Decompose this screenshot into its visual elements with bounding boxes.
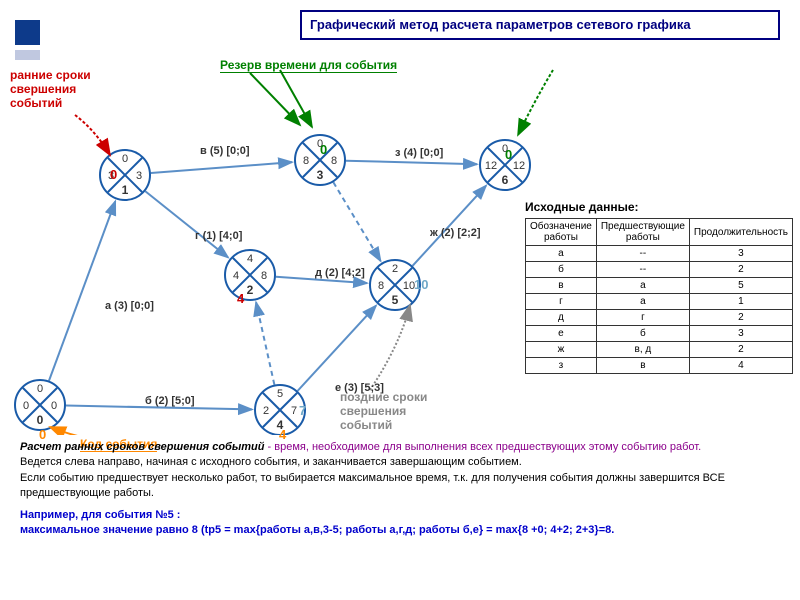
svg-text:2: 2 bbox=[392, 263, 398, 275]
edge-0-1 bbox=[49, 201, 115, 380]
highlight-value: 0 bbox=[505, 147, 512, 162]
table-title: Исходные данные: bbox=[525, 200, 785, 214]
node-0: 0 0 0 0 bbox=[15, 380, 65, 430]
edge-5-6 bbox=[413, 186, 487, 266]
table-row: б--2 bbox=[526, 262, 793, 278]
svg-text:0: 0 bbox=[122, 153, 128, 165]
table-row: зв4 bbox=[526, 358, 793, 374]
svg-text:7: 7 bbox=[291, 405, 297, 417]
svg-text:8: 8 bbox=[331, 155, 337, 167]
table-cell: 2 bbox=[689, 310, 792, 326]
table-cell: в bbox=[526, 278, 597, 294]
svg-text:12: 12 bbox=[485, 160, 497, 172]
table-cell: б bbox=[596, 326, 689, 342]
data-table-box: Исходные данные: Обозначение работыПредш… bbox=[525, 200, 785, 374]
svg-text:5: 5 bbox=[277, 388, 283, 400]
svg-text:0: 0 bbox=[37, 383, 43, 395]
table-cell: а bbox=[596, 278, 689, 294]
highlight-value: 0 bbox=[110, 167, 117, 182]
table-cell: г bbox=[596, 310, 689, 326]
table-cell: а bbox=[526, 246, 597, 262]
table-cell: 5 bbox=[689, 278, 792, 294]
edge-label: е (3) [5;3] bbox=[335, 382, 384, 394]
edge-label: в (5) [0;0] bbox=[200, 145, 250, 157]
table-cell: 2 bbox=[689, 262, 792, 278]
edge-label: б (2) [5;0] bbox=[145, 395, 195, 407]
table-cell: -- bbox=[596, 262, 689, 278]
table-cell: д bbox=[526, 310, 597, 326]
highlight-value: 7 bbox=[299, 403, 306, 418]
table-cell: б bbox=[526, 262, 597, 278]
table-row: еб3 bbox=[526, 326, 793, 342]
svg-text:2: 2 bbox=[247, 283, 254, 297]
svg-text:0: 0 bbox=[37, 413, 44, 427]
table-row: жв, д2 bbox=[526, 342, 793, 358]
table-header: Обозначение работы bbox=[526, 219, 597, 246]
svg-text:5: 5 bbox=[392, 293, 399, 307]
table-row: ва5 bbox=[526, 278, 793, 294]
edge-label: г (1) [4;0] bbox=[195, 230, 242, 242]
edge-label: з (4) [0;0] bbox=[395, 147, 443, 159]
table-header: Продолжительность bbox=[689, 219, 792, 246]
svg-text:4: 4 bbox=[247, 253, 253, 265]
edge-3-5 bbox=[333, 182, 380, 261]
edge-3-6 bbox=[346, 161, 477, 165]
footer-text: Расчет ранних сроков свершения событий -… bbox=[20, 440, 780, 538]
table-cell: а bbox=[596, 294, 689, 310]
svg-text:8: 8 bbox=[303, 155, 309, 167]
table-row: дг2 bbox=[526, 310, 793, 326]
node-2: 4 4 8 2 bbox=[225, 250, 275, 300]
deco-square-1 bbox=[15, 20, 40, 45]
table-cell: е bbox=[526, 326, 597, 342]
table-cell: з bbox=[526, 358, 597, 374]
table-header: Предшествующие работы bbox=[596, 219, 689, 246]
svg-text:0: 0 bbox=[51, 400, 57, 412]
svg-text:6: 6 bbox=[502, 173, 509, 187]
svg-text:8: 8 bbox=[378, 280, 384, 292]
node-1: 0 3 3 1 bbox=[100, 150, 150, 200]
table-cell: 1 bbox=[689, 294, 792, 310]
table-cell: 4 bbox=[689, 358, 792, 374]
table-cell: ж bbox=[526, 342, 597, 358]
svg-text:12: 12 bbox=[513, 160, 525, 172]
svg-text:4: 4 bbox=[233, 270, 239, 282]
edge-label: а (3) [0;0] bbox=[105, 300, 154, 312]
node-5: 2 8 10 5 bbox=[370, 260, 420, 310]
title-bar: Графический метод расчета параметров сет… bbox=[300, 10, 780, 40]
edge-label: ж (2) [2;2] bbox=[430, 227, 481, 239]
highlight-value: 0 bbox=[320, 142, 327, 157]
svg-text:0: 0 bbox=[23, 400, 29, 412]
svg-text:2: 2 bbox=[263, 405, 269, 417]
table-cell: 3 bbox=[689, 246, 792, 262]
table-row: га1 bbox=[526, 294, 793, 310]
table-cell: 3 bbox=[689, 326, 792, 342]
svg-text:3: 3 bbox=[136, 170, 142, 182]
edge-4-5 bbox=[298, 306, 376, 391]
edge-label: д (2) [4;2] bbox=[315, 267, 365, 279]
svg-text:8: 8 bbox=[261, 270, 267, 282]
page-title: Графический метод расчета параметров сет… bbox=[310, 17, 691, 32]
data-table: Обозначение работыПредшествующие работыП… bbox=[525, 218, 793, 374]
table-cell: -- bbox=[596, 246, 689, 262]
table-cell: в bbox=[596, 358, 689, 374]
highlight-value: 4 bbox=[237, 291, 244, 306]
table-row: а--3 bbox=[526, 246, 793, 262]
table-cell: 2 bbox=[689, 342, 792, 358]
table-cell: г bbox=[526, 294, 597, 310]
svg-text:1: 1 bbox=[122, 183, 129, 197]
edge-1-3 bbox=[151, 162, 292, 173]
table-cell: в, д bbox=[596, 342, 689, 358]
edge-4-2 bbox=[256, 302, 274, 384]
svg-text:3: 3 bbox=[317, 168, 324, 182]
edge-1-2 bbox=[145, 191, 228, 257]
highlight-value: 10 bbox=[414, 277, 428, 292]
